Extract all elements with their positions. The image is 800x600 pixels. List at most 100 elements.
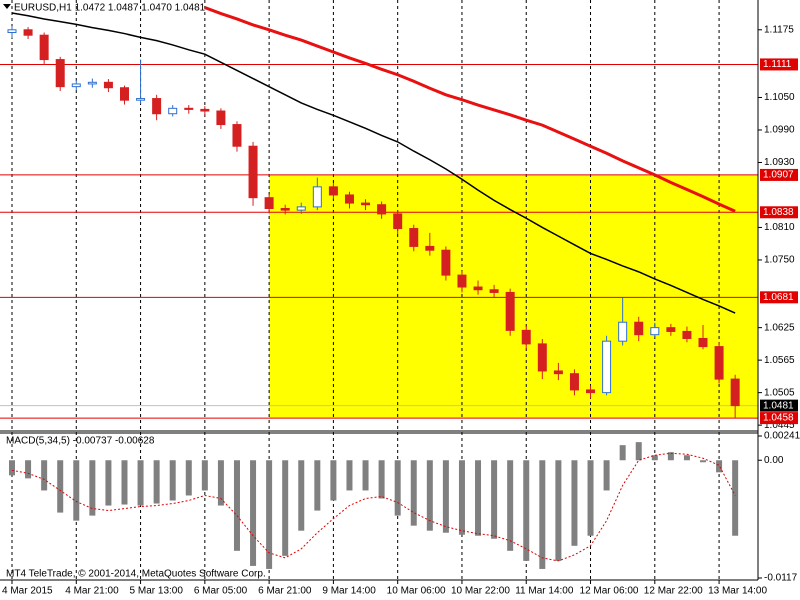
macd-bar [89, 460, 96, 516]
candle-body [280, 208, 290, 211]
macd-bar [555, 460, 562, 561]
candle-body [537, 343, 547, 372]
macd-bar [458, 460, 465, 535]
candle-body [650, 327, 660, 336]
x-tick-label: 9 Mar 14:00 [322, 586, 376, 597]
macd-bar [732, 460, 739, 536]
candle-body [103, 81, 113, 89]
candle-body [473, 286, 483, 291]
macd-bar [426, 460, 433, 531]
macd-bar [314, 460, 321, 511]
candle-body [602, 340, 612, 394]
macd-bar [298, 460, 305, 531]
copyright: MT4 TeleTrade, © 2001-2014, MetaQuotes S… [6, 569, 266, 580]
candle-body [7, 29, 17, 33]
x-tick-label: 6 Mar 21:00 [258, 586, 312, 597]
x-tick-label: 5 Mar 13:00 [130, 586, 184, 597]
candle-body [71, 83, 81, 88]
macd-bar [250, 460, 257, 566]
candle-body [409, 228, 419, 247]
macd-bar [587, 460, 594, 536]
level-label: 1.0907 [763, 170, 794, 181]
level-label: 1.1111 [763, 59, 792, 70]
candle-body [393, 213, 403, 230]
candle-body [296, 206, 306, 211]
macd-bar [105, 460, 112, 506]
candle-body [521, 329, 531, 345]
y-tick-label: 1.0505 [764, 387, 795, 398]
macd-tick-label: 0.00241 [764, 431, 800, 442]
y-tick-label: 1.0750 [764, 255, 795, 266]
candle-body [168, 107, 178, 115]
bid-label: 1.0481 [763, 400, 794, 411]
macd-bar [491, 460, 498, 539]
macd-label: MACD(5,34,5) -0.00737 -0.00628 [6, 436, 155, 447]
candle-body [489, 289, 499, 293]
x-tick-label: 11 Mar 14:00 [515, 586, 574, 597]
candle-body [344, 194, 354, 204]
x-tick-label: 6 Mar 05:00 [194, 586, 248, 597]
level-label-box [760, 206, 798, 219]
x-tick-label: 13 Mar 14:00 [708, 586, 767, 597]
x-tick-label: 10 Mar 22:00 [451, 586, 510, 597]
macd-bar [523, 460, 530, 561]
macd-bar [442, 460, 449, 533]
macd-bar [716, 460, 723, 473]
candle-body [666, 327, 676, 332]
y-tick-label: 1.0810 [764, 222, 795, 233]
macd-bar [651, 455, 658, 461]
level-label-box [760, 58, 798, 71]
candle-body [152, 98, 162, 115]
macd-bar [233, 460, 240, 551]
candle-body [361, 202, 371, 206]
candle-body [328, 186, 338, 196]
y-tick-label: 1.1050 [764, 92, 795, 103]
macd-bar [217, 460, 224, 506]
x-tick-label: 4 Mar 2015 [2, 586, 53, 597]
macd-bar [635, 442, 642, 461]
candle-body [714, 346, 724, 380]
candle-body [425, 245, 435, 251]
candle-body [55, 59, 65, 88]
macd-bar [153, 460, 160, 504]
candle-body [119, 87, 129, 101]
candle-body [216, 110, 226, 126]
candle-body [730, 378, 740, 407]
macd-bar [121, 460, 128, 505]
macd-tick-label: 0.00 [764, 455, 784, 466]
level-label: 1.0838 [763, 207, 794, 218]
candle-body [618, 321, 628, 342]
y-tick-label: 1.0990 [764, 125, 795, 136]
macd-bar [346, 460, 353, 491]
level-label-box [760, 412, 798, 425]
candle-body [457, 274, 467, 288]
x-tick-label: 12 Mar 06:00 [580, 586, 639, 597]
y-tick-label: 1.0930 [764, 157, 795, 168]
y-tick-label: 1.0565 [764, 355, 795, 366]
bid-label-box [760, 399, 798, 412]
macd-bar [282, 460, 289, 556]
macd-bar [41, 460, 48, 491]
candle-body [136, 98, 146, 101]
macd-bar [9, 460, 15, 476]
candle-body [698, 337, 708, 348]
macd-bar [137, 460, 144, 506]
macd-bar [378, 460, 385, 499]
macd-tick-label: -0.0117 [764, 573, 798, 584]
macd-signal [11, 452, 736, 562]
macd-bar [394, 460, 401, 516]
candle-body [682, 330, 692, 339]
candle-body [39, 34, 49, 61]
candle-body [569, 373, 579, 391]
candle-body [312, 186, 322, 208]
candle-body [200, 108, 210, 112]
macd-bar [683, 455, 690, 461]
candle-body [377, 204, 387, 215]
level-label-box [760, 291, 798, 304]
macd-bar [619, 445, 626, 461]
macd-bar [73, 460, 80, 521]
level-label: 1.0458 [763, 413, 794, 424]
candle-body [553, 370, 563, 375]
candle-body [184, 107, 194, 110]
